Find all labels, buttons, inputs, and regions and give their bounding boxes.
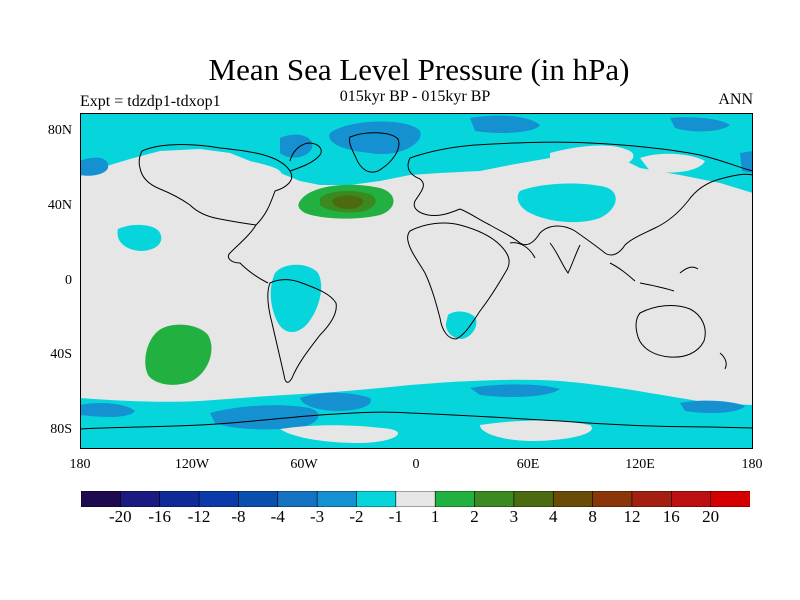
contour-neg2-arctic-2 <box>280 134 313 158</box>
colorbar-swatch <box>434 491 476 507</box>
colorbar-label: -8 <box>231 507 246 526</box>
colorbar-label: -4 <box>270 507 285 526</box>
colorbar-label: 12 <box>623 507 641 526</box>
map-panel <box>80 113 753 449</box>
contour-neg2-southern-ocean-1 <box>210 405 319 430</box>
contour-gray-siberia <box>640 153 705 173</box>
colorbar-swatch <box>120 491 161 507</box>
season-label: ANN <box>718 91 753 108</box>
contour-neg1-south-africa <box>445 311 477 339</box>
colorbar-label: 8 <box>588 507 597 526</box>
colorbar-label: 20 <box>702 507 720 526</box>
colorbar-label: 3 <box>509 507 519 526</box>
lon-tick-0: 0 <box>412 457 420 472</box>
colorbar-swatch <box>277 491 318 507</box>
contour-neg1-south-america <box>270 264 322 332</box>
contour-neg2-arctic-1 <box>329 121 421 154</box>
lat-tick-40n: 40N <box>47 198 72 213</box>
colorbar-swatch <box>631 491 672 507</box>
contour-neg1-central-asia <box>517 183 616 223</box>
colorbar-swatch <box>316 491 358 507</box>
lat-tick-0: 0 <box>65 273 72 288</box>
colorbar-swatch <box>592 491 633 507</box>
colorbar-swatch <box>474 491 515 507</box>
pressure-anomaly-map <box>80 113 753 449</box>
colorbar-label: 16 <box>662 507 680 526</box>
colorbar-label: 1 <box>430 507 440 526</box>
colorbar-swatch <box>238 491 279 507</box>
colorbar-swatch <box>710 491 750 507</box>
contour-neg1-east-pacific <box>117 224 162 251</box>
contour-neg2-southern-ocean-4 <box>470 384 560 397</box>
colorbar-swatch <box>552 491 594 507</box>
contour-neg2-southern-ocean-5 <box>680 400 745 414</box>
contour-neg2-southern-ocean-3 <box>80 403 135 417</box>
lon-tick-180e: 180 <box>741 457 763 472</box>
lat-tick-80s: 80S <box>50 422 72 437</box>
colorbar-label: -3 <box>310 507 325 526</box>
plot-title: Mean Sea Level Pressure (in hPa) <box>208 52 630 87</box>
colorbar <box>81 491 750 507</box>
colorbar-swatch <box>159 491 200 507</box>
contour-gray-eurasia <box>550 145 634 170</box>
colorbar-label: -16 <box>148 507 172 526</box>
lon-tick-60e: 60E <box>516 457 540 472</box>
contour-gray-antarctica <box>280 425 399 443</box>
lat-tick-80n: 80N <box>47 123 72 138</box>
lat-tick-40s: 40S <box>50 347 72 362</box>
colorbar-swatch <box>356 491 397 507</box>
contour-neg2-southern-ocean-2 <box>300 392 371 411</box>
colorbar-swatch <box>198 491 240 507</box>
lon-tick-120w: 120W <box>174 457 210 472</box>
contour-pos1-south-pacific <box>145 324 212 385</box>
colorbar-label: 4 <box>548 507 558 526</box>
colorbar-label: -1 <box>388 507 403 526</box>
contour-gray-antarctica-east <box>480 420 592 441</box>
colorbar-swatch <box>513 491 554 507</box>
colorbar-swatch <box>670 491 712 507</box>
contour-neg2-arctic-4 <box>670 117 730 132</box>
lon-tick-120e: 120E <box>625 457 655 472</box>
coastlines <box>80 132 753 430</box>
lon-tick-180w: 180 <box>69 457 91 472</box>
contour-neg1-north <box>80 113 753 193</box>
contour-neg2-pacific-north <box>80 157 109 176</box>
colorbar-swatch <box>395 491 436 507</box>
contour-gray-na <box>140 155 283 189</box>
colorbar-label: -12 <box>187 507 211 526</box>
experiment-label: Expt = tdzdp1-tdxop1 <box>80 93 221 110</box>
map-frame <box>80 113 753 449</box>
contour-neg2-arctic-3 <box>470 115 540 133</box>
colorbar-label: -20 <box>109 507 132 526</box>
colorbar-swatch <box>81 491 121 507</box>
lon-tick-60w: 60W <box>290 457 318 472</box>
colorbar-label: 2 <box>470 507 479 526</box>
contour-pos3-north-atlantic <box>332 195 364 209</box>
contour-neg2-pacific-ne <box>740 151 753 173</box>
colorbar-label: -2 <box>349 507 364 526</box>
plot-subtitle: 015kyr BP - 015kyr BP <box>339 88 491 105</box>
